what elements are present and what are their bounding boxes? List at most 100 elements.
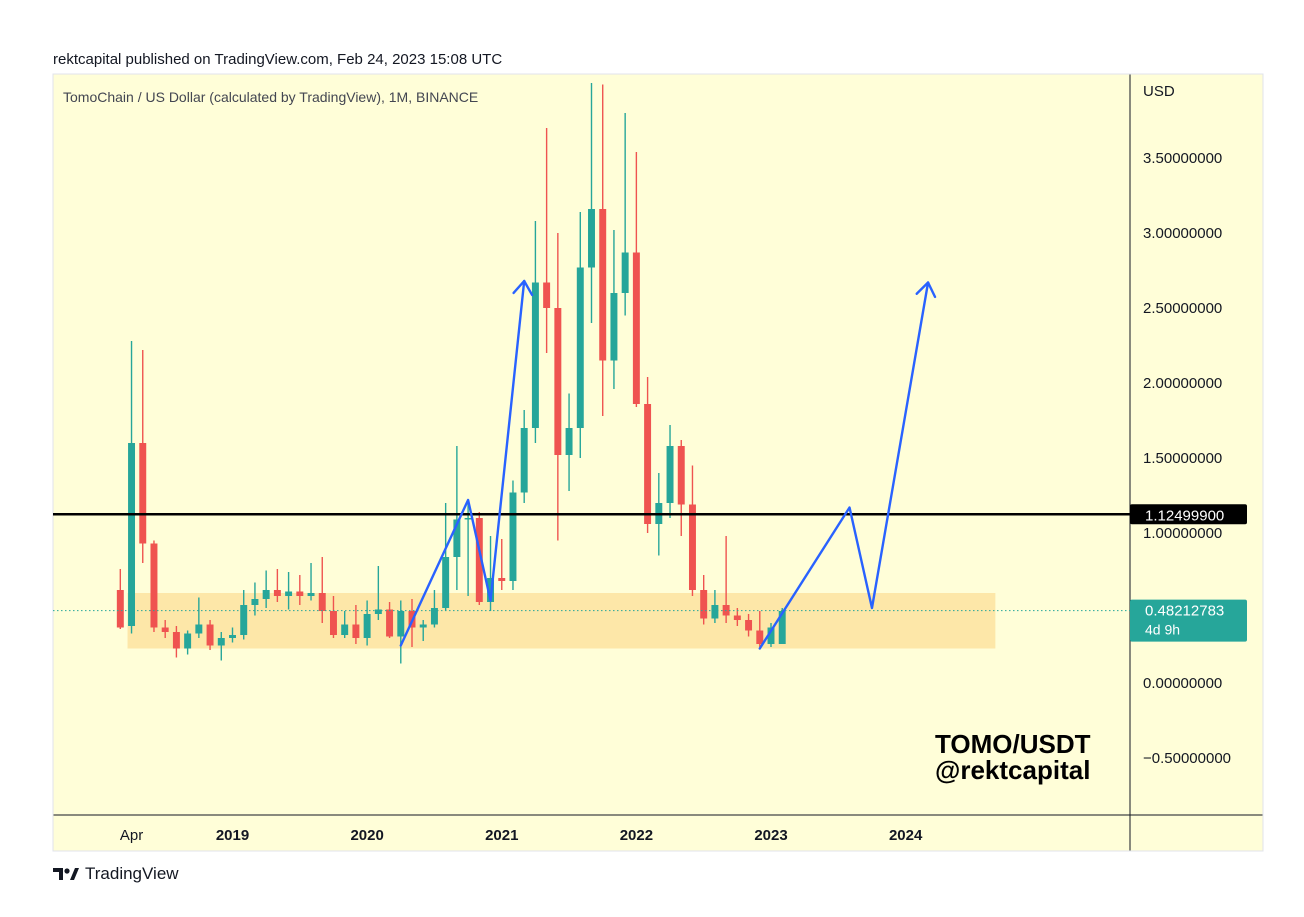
candle[interactable]: [285, 572, 293, 610]
candle[interactable]: [531, 221, 539, 443]
candle[interactable]: [139, 350, 147, 563]
candle-body[interactable]: [767, 627, 775, 645]
candle[interactable]: [745, 614, 753, 637]
candle[interactable]: [632, 152, 640, 407]
candle[interactable]: [386, 602, 394, 638]
candle[interactable]: [318, 557, 326, 623]
candle[interactable]: [329, 596, 337, 638]
candle-body[interactable]: [329, 611, 337, 635]
candle[interactable]: [184, 630, 192, 655]
candle[interactable]: [397, 600, 405, 664]
candle[interactable]: [240, 590, 248, 640]
candle[interactable]: [576, 212, 584, 458]
candle[interactable]: [352, 605, 360, 644]
candle[interactable]: [217, 632, 225, 661]
candle[interactable]: [251, 582, 259, 616]
candle-body[interactable]: [116, 590, 124, 628]
candle-body[interactable]: [397, 611, 405, 637]
candle-body[interactable]: [318, 593, 326, 611]
candle[interactable]: [621, 113, 629, 316]
candle[interactable]: [509, 480, 517, 591]
candle[interactable]: [610, 230, 618, 389]
candle[interactable]: [599, 84, 607, 417]
candle-body[interactable]: [240, 605, 248, 635]
candle[interactable]: [588, 83, 595, 323]
candle-body[interactable]: [644, 404, 652, 524]
candle-body[interactable]: [588, 209, 595, 268]
candle[interactable]: [206, 620, 214, 650]
candle-body[interactable]: [576, 267, 584, 429]
candle[interactable]: [128, 341, 136, 634]
candle-body[interactable]: [251, 599, 259, 605]
candle-body[interactable]: [184, 633, 192, 649]
candle[interactable]: [520, 410, 528, 503]
candle[interactable]: [419, 620, 427, 641]
candle-body[interactable]: [688, 504, 696, 591]
candle-body[interactable]: [554, 308, 562, 455]
candle[interactable]: [307, 563, 315, 601]
candle[interactable]: [161, 620, 169, 638]
candle[interactable]: [430, 590, 438, 628]
candle-body[interactable]: [733, 615, 741, 621]
candle[interactable]: [262, 570, 270, 609]
candle-body[interactable]: [341, 624, 349, 636]
candle-body[interactable]: [778, 611, 786, 644]
candle[interactable]: [498, 539, 506, 590]
candle-body[interactable]: [677, 446, 685, 505]
candle[interactable]: [172, 626, 180, 658]
candle-body[interactable]: [498, 578, 506, 581]
candle-body[interactable]: [599, 209, 607, 361]
candle[interactable]: [442, 503, 450, 611]
candle-body[interactable]: [374, 609, 382, 615]
candle-body[interactable]: [128, 443, 136, 626]
candle-body[interactable]: [419, 624, 427, 628]
candle[interactable]: [273, 569, 281, 602]
candle-body[interactable]: [610, 293, 618, 361]
candle-body[interactable]: [172, 632, 180, 649]
candle-body[interactable]: [756, 630, 764, 645]
candle-body[interactable]: [520, 428, 528, 493]
candle-body[interactable]: [296, 591, 304, 597]
candle-body[interactable]: [150, 543, 158, 628]
candle[interactable]: [666, 425, 674, 518]
candle-body[interactable]: [464, 518, 472, 520]
candle-body[interactable]: [453, 519, 461, 558]
candle[interactable]: [756, 611, 764, 647]
candle[interactable]: [453, 446, 461, 590]
candle-body[interactable]: [711, 605, 719, 619]
candle-body[interactable]: [206, 624, 214, 646]
candle-body[interactable]: [632, 252, 640, 405]
candle[interactable]: [195, 597, 203, 639]
candle-body[interactable]: [262, 590, 270, 599]
candle[interactable]: [116, 569, 124, 629]
candle-body[interactable]: [475, 518, 483, 602]
candle[interactable]: [565, 393, 573, 492]
projection-path[interactable]: [758, 281, 930, 650]
candle-body[interactable]: [229, 635, 236, 638]
candle-body[interactable]: [565, 428, 573, 455]
candle-body[interactable]: [442, 557, 450, 608]
candle[interactable]: [700, 575, 708, 625]
candle-body[interactable]: [621, 252, 629, 294]
candle[interactable]: [150, 540, 158, 633]
candle-body[interactable]: [285, 591, 293, 597]
candle[interactable]: [767, 623, 775, 647]
candle-body[interactable]: [217, 638, 225, 646]
projection-path[interactable]: [399, 279, 526, 647]
candle[interactable]: [475, 512, 483, 605]
candle-body[interactable]: [543, 282, 551, 309]
candle-body[interactable]: [531, 282, 539, 429]
candle-body[interactable]: [363, 614, 371, 638]
candle-body[interactable]: [386, 609, 394, 637]
candle-body[interactable]: [195, 624, 203, 634]
candle[interactable]: [464, 500, 472, 596]
candle-body[interactable]: [700, 590, 708, 619]
candle-body[interactable]: [273, 590, 281, 596]
candle[interactable]: [543, 128, 551, 353]
candle[interactable]: [363, 600, 371, 646]
candle[interactable]: [341, 611, 349, 638]
candle-body[interactable]: [161, 627, 169, 633]
candle[interactable]: [554, 233, 562, 541]
